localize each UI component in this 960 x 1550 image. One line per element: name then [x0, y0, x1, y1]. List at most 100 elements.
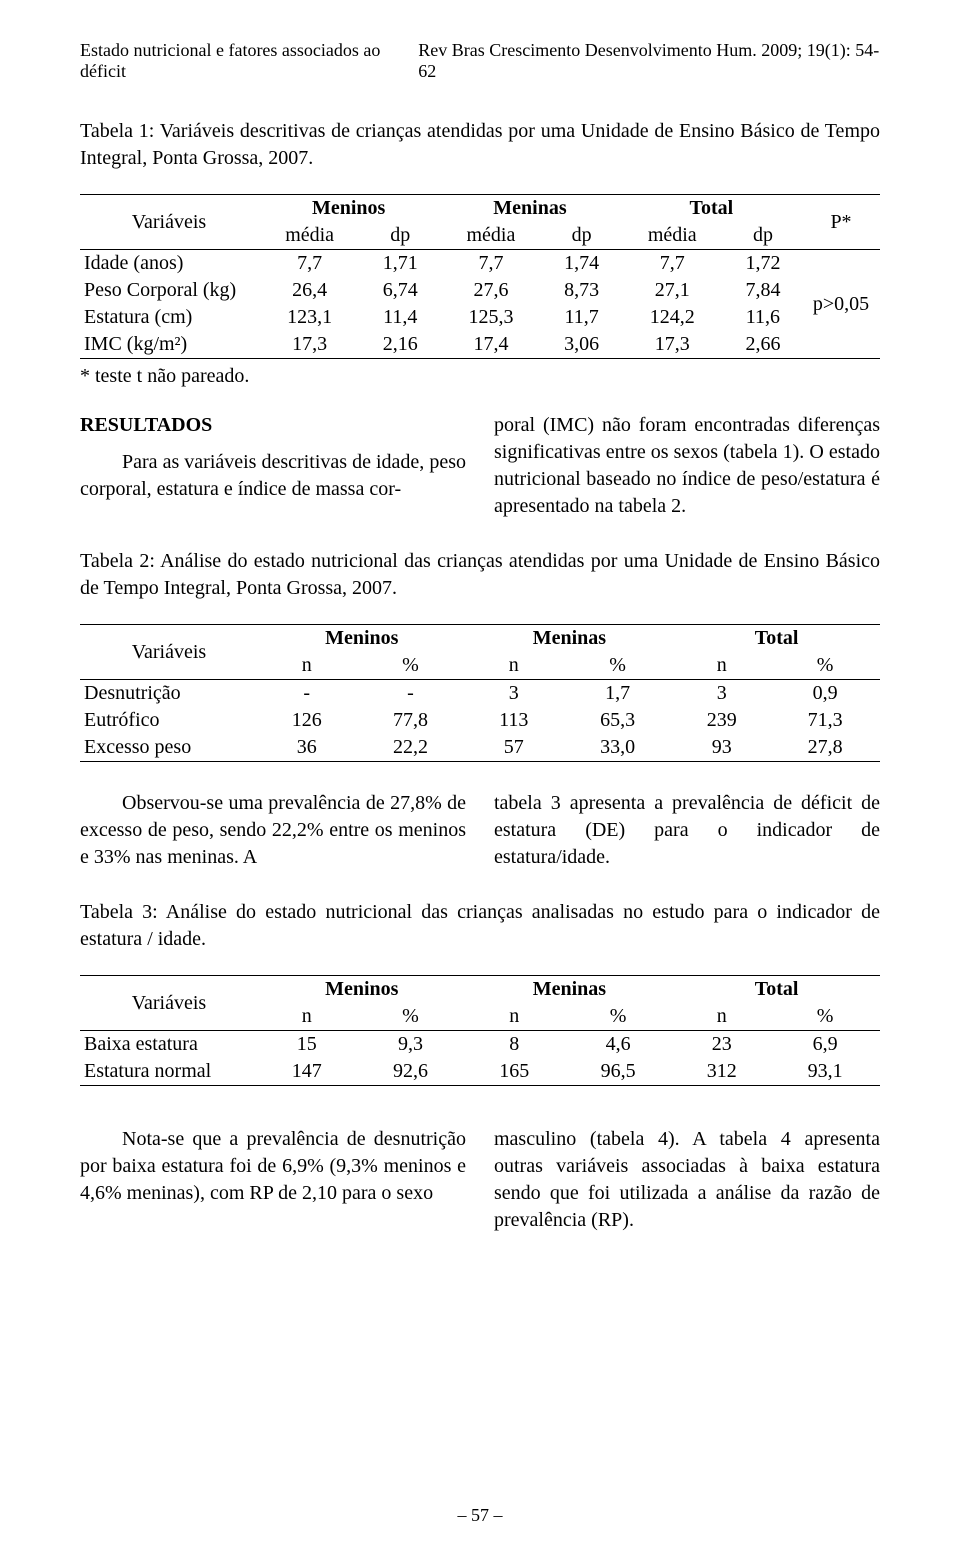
table1-r1-c5: 7,84: [724, 277, 802, 304]
table-row: Baixa estatura 15 9,3 8 4,6 23 6,9: [80, 1031, 880, 1059]
table3-r0-c1: 9,3: [355, 1031, 465, 1059]
table3-r1-c2: 165: [466, 1058, 563, 1086]
table3-group-total: Total: [673, 976, 880, 1004]
table1-sub-3: dp: [543, 222, 621, 250]
resultados-left: Para as variáveis descritivas de idade, …: [80, 449, 466, 503]
table2-group-meninas: Meninas: [466, 625, 674, 653]
table3-sub-2: n: [466, 1003, 563, 1031]
table1-group-meninas: Meninas: [439, 195, 620, 223]
table1-group-meninos: Meninos: [258, 195, 439, 223]
table1-sub-1: dp: [361, 222, 439, 250]
table1-var-header: Variáveis: [80, 195, 258, 250]
table-row: Estatura normal 147 92,6 165 96,5 312 93…: [80, 1058, 880, 1086]
table2-sub-0: n: [258, 652, 355, 680]
table2-r2-c1: 22,2: [355, 734, 465, 762]
table1-r3-c1: 2,16: [361, 331, 439, 359]
table3-r0-c3: 4,6: [563, 1031, 673, 1059]
table2-r0-c5: 0,9: [770, 680, 880, 708]
table1-r1-c4: 27,1: [621, 277, 724, 304]
table2-sub-3: %: [562, 652, 673, 680]
table-row: Desnutrição - - 3 1,7 3 0,9: [80, 680, 880, 708]
bottom-left: Nota-se que a prevalência de desnutrição…: [80, 1126, 466, 1207]
table1-r3-c3: 3,06: [543, 331, 621, 359]
table1-r3-c4: 17,3: [621, 331, 724, 359]
table1-r2-c1: 11,4: [361, 304, 439, 331]
table1-sub-0: média: [258, 222, 361, 250]
table2-r2-label: Excesso peso: [80, 734, 258, 762]
table1-r2-c4: 124,2: [621, 304, 724, 331]
table2-r2-c5: 27,8: [770, 734, 880, 762]
table2-r2-c4: 93: [673, 734, 770, 762]
table1-sub-4: média: [621, 222, 724, 250]
table3-r1-label: Estatura normal: [80, 1058, 258, 1086]
table3-sub-1: %: [355, 1003, 465, 1031]
table3-sub-5: %: [770, 1003, 880, 1031]
table1-p-value: p>0,05: [802, 250, 880, 359]
table2-r0-c0: -: [258, 680, 355, 708]
table3-r0-c4: 23: [673, 1031, 770, 1059]
mid-left: Observou-se uma prevalência de 27,8% de …: [80, 790, 466, 871]
table2-r0-c3: 1,7: [562, 680, 673, 708]
table2-sub-4: n: [673, 652, 770, 680]
table3-r0-c2: 8: [466, 1031, 563, 1059]
table1-r3-c5: 2,66: [724, 331, 802, 359]
table1-r1-c2: 27,6: [439, 277, 542, 304]
table1-r2-c2: 125,3: [439, 304, 542, 331]
table1-r0-c2: 7,7: [439, 250, 542, 278]
table2-r1-c1: 77,8: [355, 707, 465, 734]
table1-group-total: Total: [621, 195, 802, 223]
table2-r0-c1: -: [355, 680, 465, 708]
table-row: Estatura (cm) 123,1 11,4 125,3 11,7 124,…: [80, 304, 880, 331]
table1-caption: Tabela 1: Variáveis descritivas de crian…: [80, 118, 880, 172]
table2-r1-label: Eutrófico: [80, 707, 258, 734]
resultados-title: RESULTADOS: [80, 412, 466, 439]
table2-sub-2: n: [466, 652, 562, 680]
header-left: Estado nutricional e fatores associados …: [80, 40, 418, 82]
table1-footnote: * teste t não pareado.: [80, 365, 880, 388]
table1: Variáveis Meninos Meninas Total P* média…: [80, 194, 880, 359]
table3-r1-c0: 147: [258, 1058, 355, 1086]
table1-r0-c4: 7,7: [621, 250, 724, 278]
table1-r0-c3: 1,74: [543, 250, 621, 278]
table1-r1-label: Peso Corporal (kg): [80, 277, 258, 304]
table1-sub-2: média: [439, 222, 542, 250]
table3-r1-c5: 93,1: [770, 1058, 880, 1086]
table1-r0-c1: 1,71: [361, 250, 439, 278]
header-right: Rev Bras Crescimento Desenvolvimento Hum…: [418, 40, 880, 82]
table1-r2-c0: 123,1: [258, 304, 361, 331]
table2-r1-c2: 113: [466, 707, 562, 734]
table2-caption: Tabela 2: Análise do estado nutricional …: [80, 548, 880, 602]
table3-r1-c1: 92,6: [355, 1058, 465, 1086]
table3-var-header: Variáveis: [80, 976, 258, 1031]
table3-group-meninas: Meninas: [466, 976, 674, 1004]
mid-right: tabela 3 apresenta a prevalência de défi…: [494, 790, 880, 871]
table1-r1-c3: 8,73: [543, 277, 621, 304]
table-row: Idade (anos) 7,7 1,71 7,7 1,74 7,7 1,72 …: [80, 250, 880, 278]
table-row: Eutrófico 126 77,8 113 65,3 239 71,3: [80, 707, 880, 734]
table1-r0-c0: 7,7: [258, 250, 361, 278]
table1-sub-5: dp: [724, 222, 802, 250]
table2-r1-c3: 65,3: [562, 707, 673, 734]
table1-r2-c5: 11,6: [724, 304, 802, 331]
table2-r2-c0: 36: [258, 734, 355, 762]
table3-sub-0: n: [258, 1003, 355, 1031]
table1-r2-c3: 11,7: [543, 304, 621, 331]
table3-r0-c5: 6,9: [770, 1031, 880, 1059]
bottom-right: masculino (tabela 4). A tabela 4 apresen…: [494, 1126, 880, 1234]
table-row: Excesso peso 36 22,2 57 33,0 93 27,8: [80, 734, 880, 762]
table2-sub-5: %: [770, 652, 880, 680]
table2-r1-c5: 71,3: [770, 707, 880, 734]
table3: Variáveis Meninos Meninas Total n % n % …: [80, 975, 880, 1086]
table2-r2-c3: 33,0: [562, 734, 673, 762]
table3-group-meninos: Meninos: [258, 976, 466, 1004]
table-row: Peso Corporal (kg) 26,4 6,74 27,6 8,73 2…: [80, 277, 880, 304]
table1-r0-c5: 1,72: [724, 250, 802, 278]
table1-r3-label: IMC (kg/m²): [80, 331, 258, 359]
table3-r0-c0: 15: [258, 1031, 355, 1059]
table2-group-total: Total: [673, 625, 880, 653]
table1-r0-label: Idade (anos): [80, 250, 258, 278]
table2-group-meninos: Meninos: [258, 625, 466, 653]
table2: Variáveis Meninos Meninas Total n % n % …: [80, 624, 880, 762]
table2-r0-c4: 3: [673, 680, 770, 708]
table1-r1-c1: 6,74: [361, 277, 439, 304]
